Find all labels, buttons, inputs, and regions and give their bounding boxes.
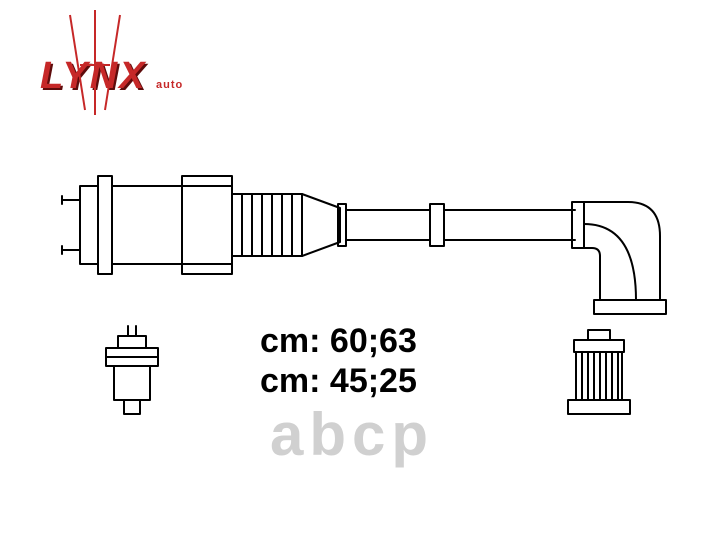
measurement-line-1: cm: 60;63 — [260, 322, 417, 361]
measurement-line-2: cm: 45;25 — [260, 362, 417, 401]
watermark-text: abcp — [270, 400, 434, 469]
diagram-stage: LYNX auto — [0, 0, 720, 540]
